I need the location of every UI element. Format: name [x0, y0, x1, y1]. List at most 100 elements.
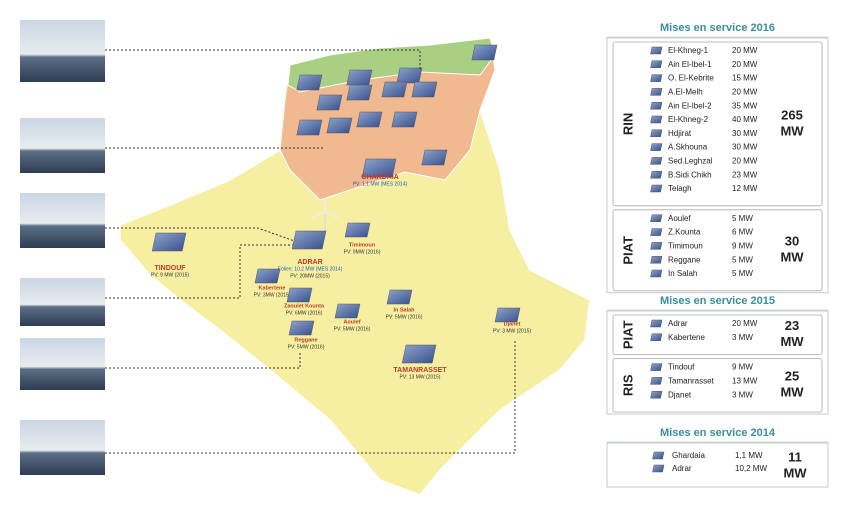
- connector: [105, 352, 301, 369]
- group-label: PIAT: [620, 320, 635, 349]
- site-name: Timimoun: [349, 242, 376, 248]
- row-name: Ain El-Ibel-1: [668, 60, 712, 69]
- solar-icon: [291, 230, 327, 250]
- row-power: 13 MW: [732, 377, 758, 386]
- row-name: Djanet: [668, 390, 692, 399]
- group-total-unit: MW: [780, 385, 804, 400]
- solar-icon: [650, 363, 663, 371]
- turbine-blade: [324, 211, 339, 219]
- row-power: 20 MW: [732, 88, 758, 97]
- row-name: Ain El-Ibel-2: [668, 101, 712, 110]
- solar-icon: [344, 222, 371, 238]
- row-name: Reggane: [668, 255, 701, 264]
- solar-icon: [381, 81, 408, 98]
- panel-box: [606, 442, 829, 488]
- row-power: 3 MW: [732, 390, 753, 399]
- site-detail: PV: 13 MW (2015): [400, 374, 441, 380]
- site-detail: Eolien: 10.2 MW (MES 2014): [278, 266, 343, 272]
- row-name: Kabertene: [668, 333, 705, 342]
- row-name: Adrar: [672, 464, 692, 473]
- site-photo: [20, 20, 105, 82]
- row-name: In Salah: [668, 269, 697, 278]
- row-power: 1,1 MW: [735, 451, 763, 460]
- map: [119, 37, 591, 496]
- row-name: Aoulef: [668, 214, 691, 223]
- row-power: 30 MW: [732, 129, 758, 138]
- solar-icon: [356, 111, 383, 128]
- site-name: TAMANRASSET: [393, 367, 447, 374]
- panels: Mises en service 2016 RIN El-Khneg-1 20 MW A…: [606, 22, 829, 488]
- site-name: Aoulef: [343, 319, 360, 325]
- solar-icon: [326, 117, 353, 134]
- solar-icon: [346, 84, 373, 101]
- solar-icon: [650, 333, 663, 342]
- solar-icon: [401, 344, 437, 364]
- site-detail: PV: 5MW (2016): [386, 314, 423, 320]
- solar-icon: [650, 377, 663, 385]
- row-power: 15 MW: [732, 74, 758, 83]
- solar-icon: [650, 88, 663, 96]
- solar-icon: [396, 67, 423, 84]
- group-box: [612, 358, 823, 413]
- site-detail: PV: 3MW (2015): [254, 292, 291, 298]
- site-photo: [20, 193, 105, 248]
- row-name: Tamanrasset: [668, 377, 715, 386]
- solar-icon: [391, 111, 418, 128]
- row-power: 5 MW: [732, 255, 753, 264]
- row-power: 20 MW: [732, 46, 758, 55]
- map-coast-region: [287, 37, 496, 93]
- solar-icon: [471, 44, 498, 61]
- solar-icon: [650, 143, 663, 151]
- solar-icon: [652, 464, 665, 473]
- solar-icon: [650, 228, 663, 236]
- panel-box: [606, 37, 829, 294]
- site-detail: PV: 5MW (2016): [288, 344, 325, 350]
- group-total-unit: MW: [783, 465, 807, 480]
- group-total-unit: MW: [780, 334, 804, 349]
- solar-icon: [151, 232, 187, 252]
- group-label: RIS: [620, 374, 635, 396]
- solar-icon: [650, 60, 663, 69]
- north-icons: [296, 44, 498, 166]
- solar-icon: [411, 81, 438, 98]
- group-label: RIN: [620, 113, 635, 135]
- site-photo: [20, 338, 105, 390]
- row-power: 20 MW: [732, 157, 758, 166]
- row-name: A.El-Melh: [668, 88, 703, 97]
- site-name: Reggane: [294, 337, 317, 343]
- site-name: GHARDAIA: [361, 174, 399, 181]
- site-photo: [20, 278, 105, 326]
- solar-icon: [650, 214, 663, 223]
- row-power: 6 MW: [732, 228, 753, 237]
- group-box: [612, 314, 823, 355]
- solar-icon: [254, 268, 281, 284]
- row-name: Hdjirat: [668, 129, 692, 138]
- site-photo: [20, 118, 105, 173]
- connector: [105, 244, 295, 299]
- solar-icon: [650, 129, 663, 138]
- site-detail: PV: 20MW (2015): [290, 273, 330, 279]
- panel-title: Mises en service 2016: [660, 22, 775, 34]
- solar-icon: [386, 289, 413, 305]
- site-detail: PV: 9MW (2016): [344, 249, 381, 255]
- group-box: [612, 41, 823, 207]
- row-name: Adrar: [668, 319, 688, 328]
- solar-icon: [334, 303, 361, 319]
- row-name: B.Sidi Chikh: [668, 170, 712, 179]
- group-total-unit: MW: [780, 250, 804, 265]
- solar-icon: [296, 74, 323, 91]
- solar-icon: [288, 320, 315, 336]
- row-power: 5 MW: [732, 214, 753, 223]
- solar-icon: [286, 287, 313, 303]
- row-power: 20 MW: [732, 319, 758, 328]
- row-power: 30 MW: [732, 143, 758, 152]
- solar-icon: [421, 149, 448, 166]
